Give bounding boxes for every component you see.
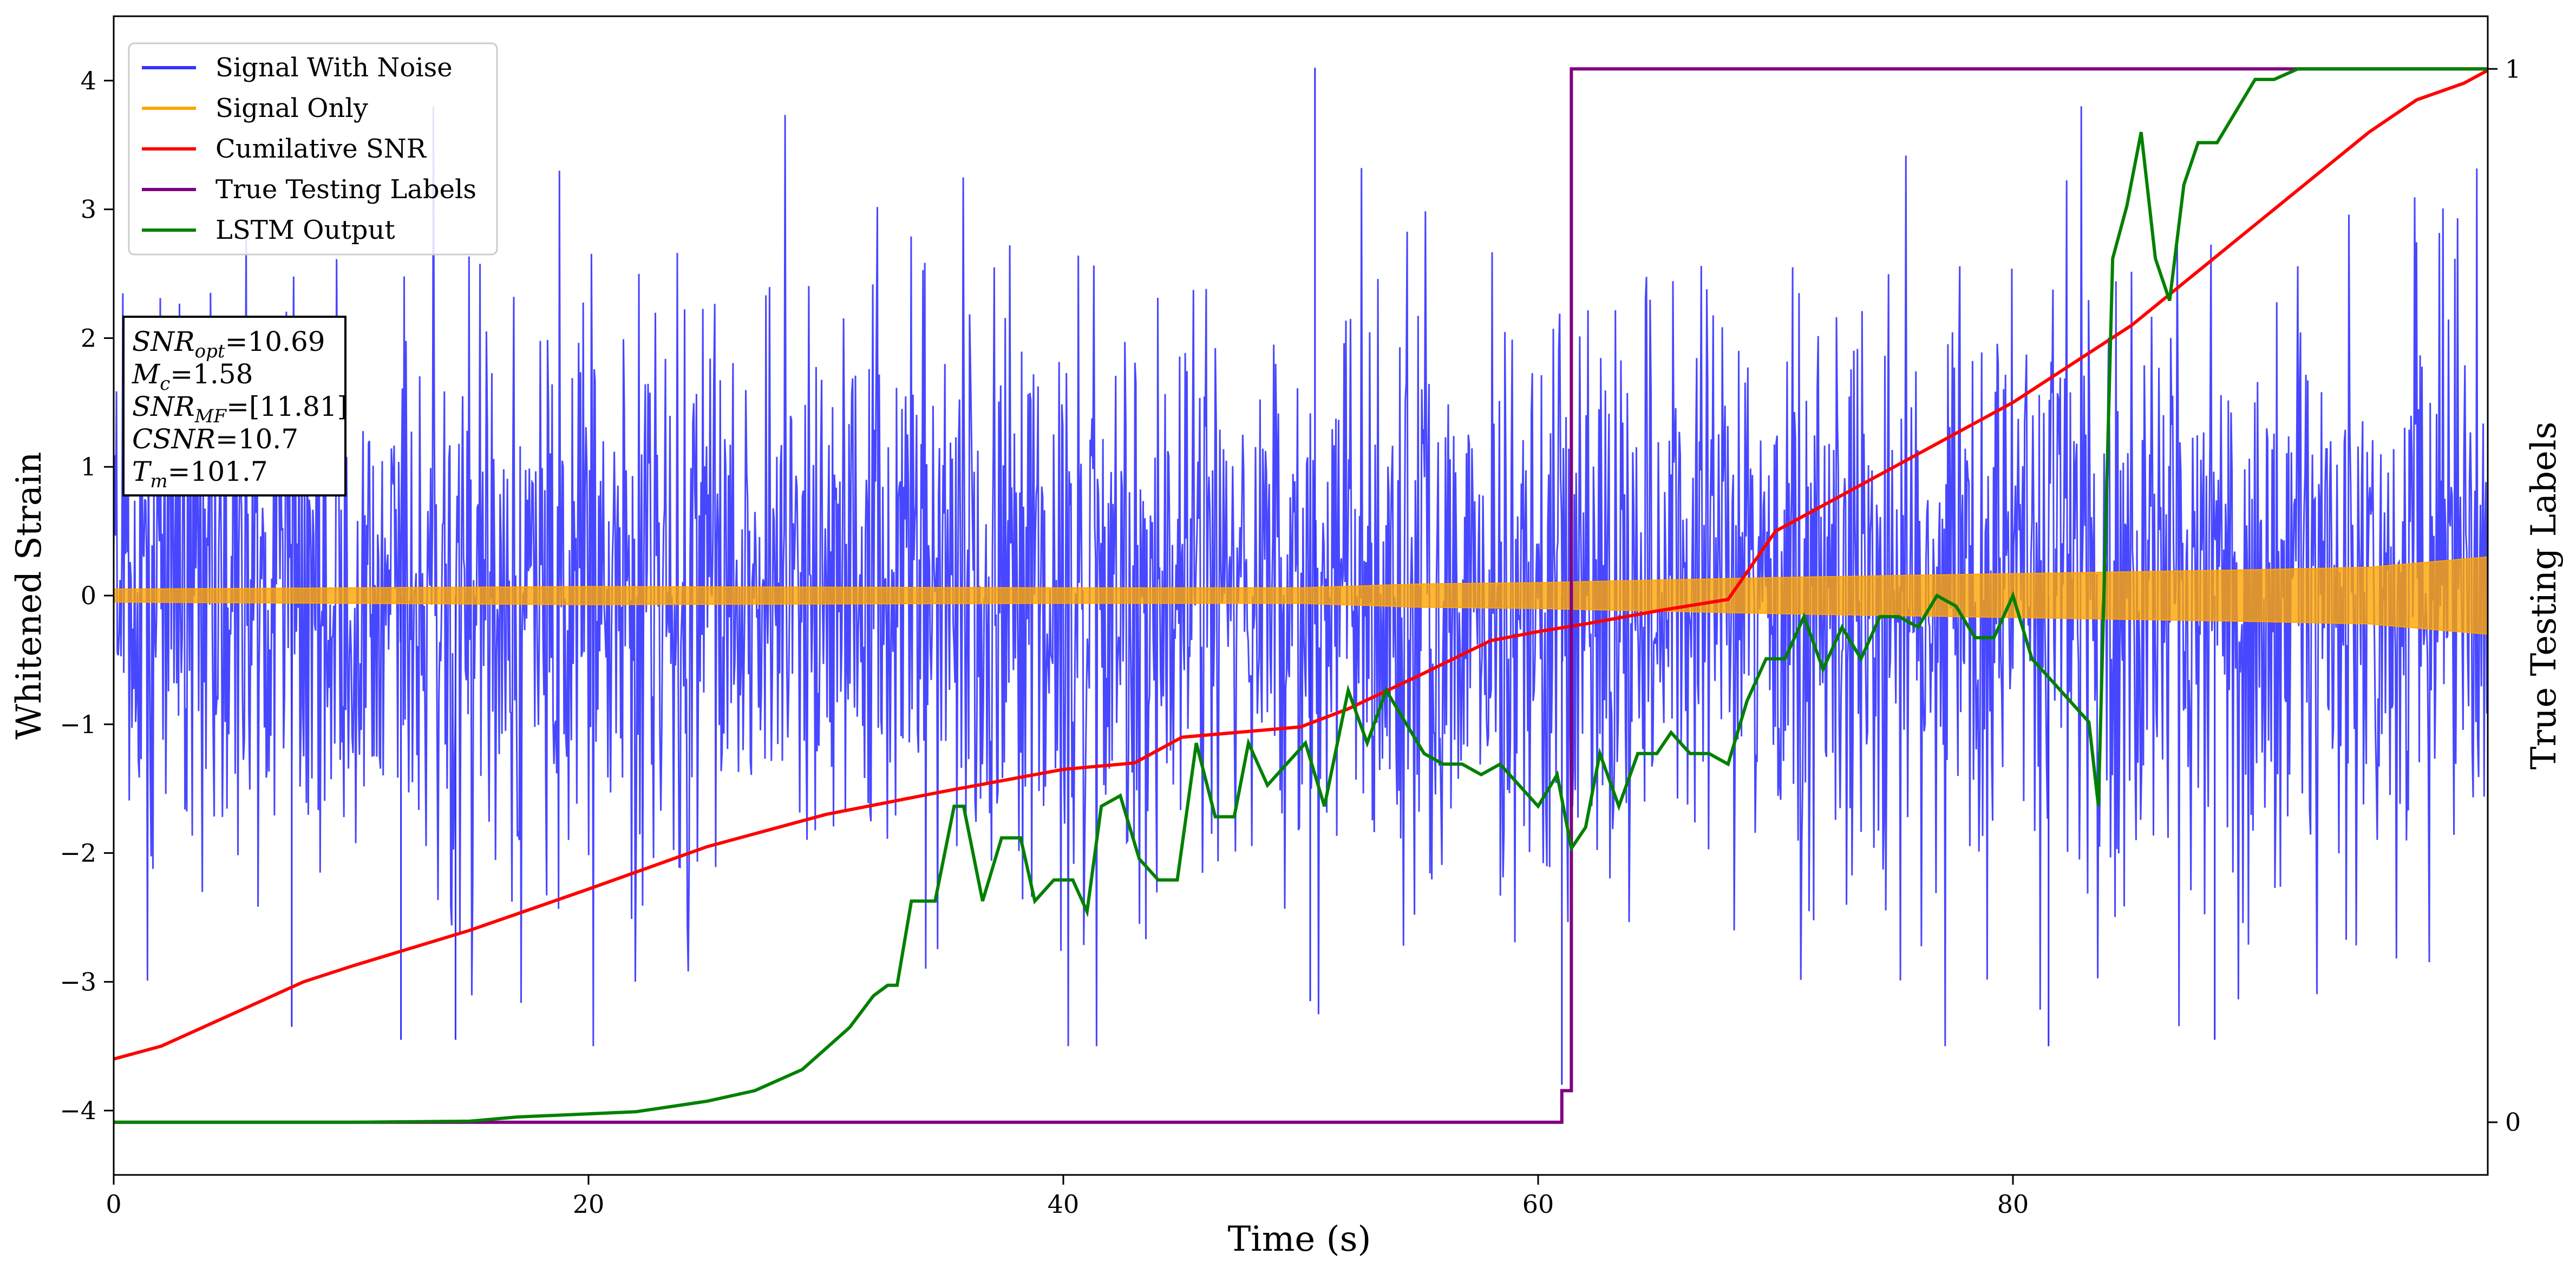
- y-axis-left: −4 −3 −2 −1 0 1 2 3 4: [60, 66, 114, 1125]
- y2-axis-title: True Testing Labels: [2524, 422, 2564, 770]
- plot-area: [114, 67, 2488, 1124]
- x-axis: 0 20 40 60 80: [106, 1175, 2029, 1219]
- legend-label: Cumilative SNR: [215, 134, 427, 164]
- y-axis-right: 01: [2488, 54, 2521, 1137]
- y-tick-label: 2: [81, 323, 96, 352]
- y-tick-label: −2: [60, 839, 96, 868]
- info-box-line: Mc=1.58: [132, 358, 253, 395]
- y-tick-label: −3: [60, 967, 96, 996]
- series-lstm-output: [114, 67, 2488, 1124]
- y-axis-title: Whitened Strain: [9, 452, 49, 739]
- info-box-frame: [122, 316, 346, 496]
- legend-label: True Testing Labels: [215, 174, 476, 205]
- y-tick-label: −1: [60, 710, 96, 739]
- y2-tick-label: 1: [2505, 54, 2521, 83]
- legend-label: Signal With Noise: [215, 53, 453, 83]
- series-signal-only: [114, 556, 2488, 635]
- x-axis-title: Time (s): [1228, 1219, 1371, 1259]
- y-tick-label: 4: [81, 66, 96, 95]
- y-tick-label: 0: [81, 581, 96, 610]
- info-box-line: SNRMF=[11.81]: [132, 391, 348, 427]
- x-tick-label: 20: [573, 1190, 605, 1219]
- x-tick-label: 60: [1522, 1190, 1554, 1219]
- x-tick-label: 40: [1048, 1190, 1080, 1219]
- info-box: SNRopt=10.69Mc=1.58SNRMF=[11.81]CSNR=10.…: [122, 316, 348, 496]
- info-box-line: SNRopt=10.69: [132, 326, 325, 362]
- x-tick-label: 0: [106, 1190, 121, 1219]
- info-box-line: Tm=101.7: [132, 456, 268, 492]
- y2-tick-label: 0: [2505, 1108, 2521, 1137]
- signal-only-layer: [114, 556, 2488, 635]
- legend-label: LSTM Output: [215, 215, 395, 245]
- y-tick-label: −4: [60, 1096, 96, 1125]
- legend: Signal With Noise Signal Only Cumilative S…: [128, 42, 498, 256]
- series-true-testing-labels: [114, 67, 2488, 1124]
- info-box-line: CSNR=10.7: [132, 423, 298, 455]
- legend-frame: [128, 42, 498, 256]
- legend-label: Signal Only: [215, 93, 368, 123]
- y-tick-label: 3: [81, 195, 96, 224]
- y-tick-label: 1: [81, 452, 96, 481]
- series-cumilative-snr: [114, 69, 2488, 1061]
- x-tick-label: 80: [1997, 1190, 2029, 1219]
- line-series-layer: [114, 67, 2488, 1124]
